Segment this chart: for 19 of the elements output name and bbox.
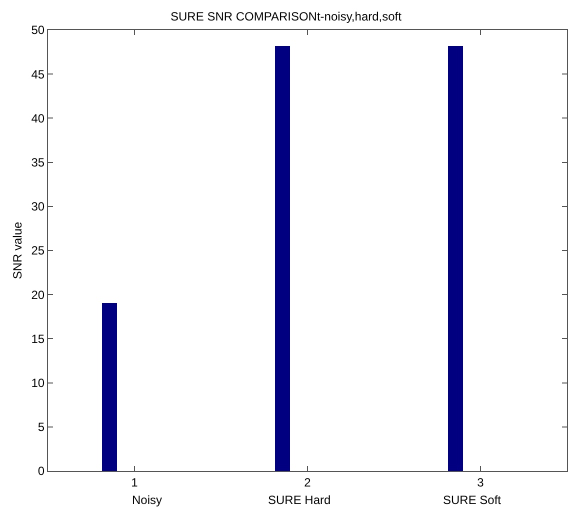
chart-title: SURE SNR COMPARISONt-noisy,hard,soft <box>170 9 402 24</box>
y-tick-label: 40 <box>31 111 45 126</box>
y-tick-label: 0 <box>38 464 45 478</box>
y-tick-label: 45 <box>31 67 45 82</box>
x-tick-label: 1 <box>131 475 138 490</box>
text: SURE Hard <box>268 493 331 507</box>
x-tick-label: 2 <box>304 475 312 490</box>
text: SURE Soft <box>443 493 502 507</box>
y-tick-label: 35 <box>31 156 45 170</box>
y-axis-title: SNR value <box>10 221 25 280</box>
y-tick-label: 25 <box>31 244 45 258</box>
y-tick-label: 30 <box>31 200 45 214</box>
text: Noisy <box>132 493 162 507</box>
y-tick-label: 15 <box>31 332 45 346</box>
x-tick-label: 3 <box>477 475 484 490</box>
y-tick-label: 5 <box>38 420 45 434</box>
y-tick-label: 10 <box>31 376 45 390</box>
y-tick-label: 20 <box>31 288 45 302</box>
y-tick-label: 50 <box>31 23 45 38</box>
